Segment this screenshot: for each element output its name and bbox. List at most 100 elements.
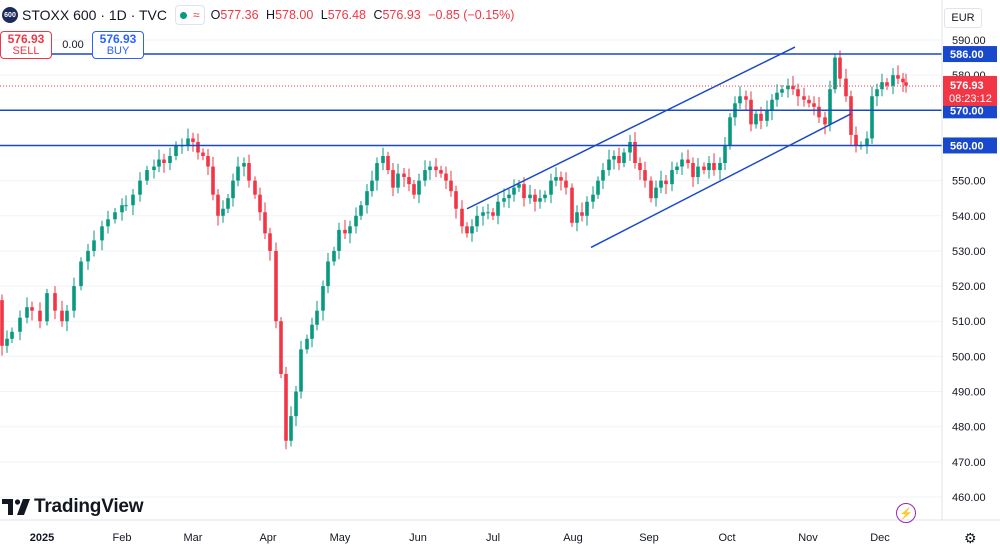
candle xyxy=(343,219,347,239)
candle-body xyxy=(0,300,4,346)
level-label: 570.00 xyxy=(950,105,984,117)
candle xyxy=(802,87,806,107)
candle xyxy=(332,246,336,266)
candle-body xyxy=(528,194,532,199)
candle-body xyxy=(664,180,668,185)
candle-body xyxy=(201,152,205,157)
candle-body xyxy=(174,145,178,157)
candle xyxy=(854,126,858,153)
candle-body xyxy=(538,198,542,202)
gear-icon[interactable]: ⚙ xyxy=(964,530,977,546)
candle-body xyxy=(807,99,811,104)
candle-body xyxy=(216,194,220,216)
candle-body xyxy=(712,163,716,171)
candle xyxy=(570,183,574,228)
candle xyxy=(538,189,542,209)
candle-body xyxy=(106,219,110,227)
sell-button[interactable]: 576.93 SELL xyxy=(0,31,52,59)
candle xyxy=(833,53,837,94)
price-tick-label: 590.00 xyxy=(952,35,986,47)
candle-body xyxy=(206,156,210,167)
candle-body xyxy=(191,138,195,142)
time-tick-label: Aug xyxy=(563,532,583,544)
buy-button[interactable]: 576.93 BUY xyxy=(92,31,144,59)
candle xyxy=(365,184,369,214)
candle xyxy=(543,190,547,203)
candle xyxy=(439,165,443,178)
candle-body xyxy=(575,212,579,223)
candle-body xyxy=(765,110,769,121)
candle xyxy=(796,83,800,107)
candle-body xyxy=(289,416,293,441)
candle xyxy=(152,159,156,179)
candle xyxy=(475,205,479,232)
candle-body xyxy=(10,331,14,339)
candle-body xyxy=(86,250,90,262)
candle-body xyxy=(670,170,674,185)
price-tick-label: 510.00 xyxy=(952,316,986,328)
candle xyxy=(5,330,9,353)
candle-body xyxy=(723,145,727,164)
candle-body xyxy=(359,205,363,216)
candle-body xyxy=(823,117,827,125)
candle-body xyxy=(138,180,142,195)
candle xyxy=(849,90,853,145)
candle-body xyxy=(299,349,303,392)
candle xyxy=(607,149,611,176)
symbol-title[interactable]: STOXX 600 · 1D · TVC xyxy=(22,7,167,23)
candle-body xyxy=(396,173,400,188)
candle xyxy=(407,168,411,192)
candle xyxy=(686,149,690,169)
candle-body xyxy=(481,212,485,216)
candle-body xyxy=(124,205,128,207)
candle-body xyxy=(570,187,574,223)
candle-body xyxy=(543,194,547,199)
wave-icon: ≈ xyxy=(192,8,200,22)
candle-body xyxy=(802,96,806,100)
candle xyxy=(901,73,905,93)
candle-body xyxy=(475,215,479,227)
time-tick-label: 2025 xyxy=(30,532,54,544)
candle xyxy=(838,50,842,88)
time-tick-label: Apr xyxy=(259,532,276,544)
candle-body xyxy=(72,286,76,311)
candle-body xyxy=(354,215,358,227)
candle-body xyxy=(554,177,558,181)
candle xyxy=(723,137,727,171)
candle-body xyxy=(131,194,135,206)
candle-body xyxy=(675,166,679,171)
candle xyxy=(638,157,642,180)
candle xyxy=(675,162,679,175)
candle-body xyxy=(321,286,325,311)
candle-body xyxy=(326,261,330,287)
candle-body xyxy=(612,156,616,160)
candle xyxy=(522,177,526,207)
countdown-label: 08:23:12 xyxy=(949,93,992,105)
candle xyxy=(231,173,235,207)
candle-body xyxy=(348,226,352,234)
candle-body xyxy=(454,191,458,209)
candle xyxy=(326,253,330,294)
candle xyxy=(191,132,195,152)
currency-selector[interactable]: EUR xyxy=(944,8,982,28)
status-toggle[interactable]: ≈ xyxy=(174,5,205,25)
candle-body xyxy=(759,113,763,121)
price-tick-label: 460.00 xyxy=(952,492,986,504)
tradingview-logo[interactable]: TradingView xyxy=(2,496,144,518)
candle xyxy=(86,243,90,270)
candle-body xyxy=(738,96,742,104)
last-price-box xyxy=(943,75,997,106)
candle-body xyxy=(549,180,553,195)
candle-body xyxy=(168,156,172,164)
candle-body xyxy=(885,82,889,86)
level-label: 586.00 xyxy=(950,49,984,61)
candle xyxy=(549,173,553,204)
lightning-icon[interactable]: ⚡ xyxy=(896,503,916,523)
candle xyxy=(904,73,908,93)
symbol-badge[interactable]: 600 xyxy=(2,7,18,23)
candle xyxy=(100,220,104,251)
candle xyxy=(145,165,149,185)
candle xyxy=(221,200,225,223)
candle xyxy=(596,176,600,199)
